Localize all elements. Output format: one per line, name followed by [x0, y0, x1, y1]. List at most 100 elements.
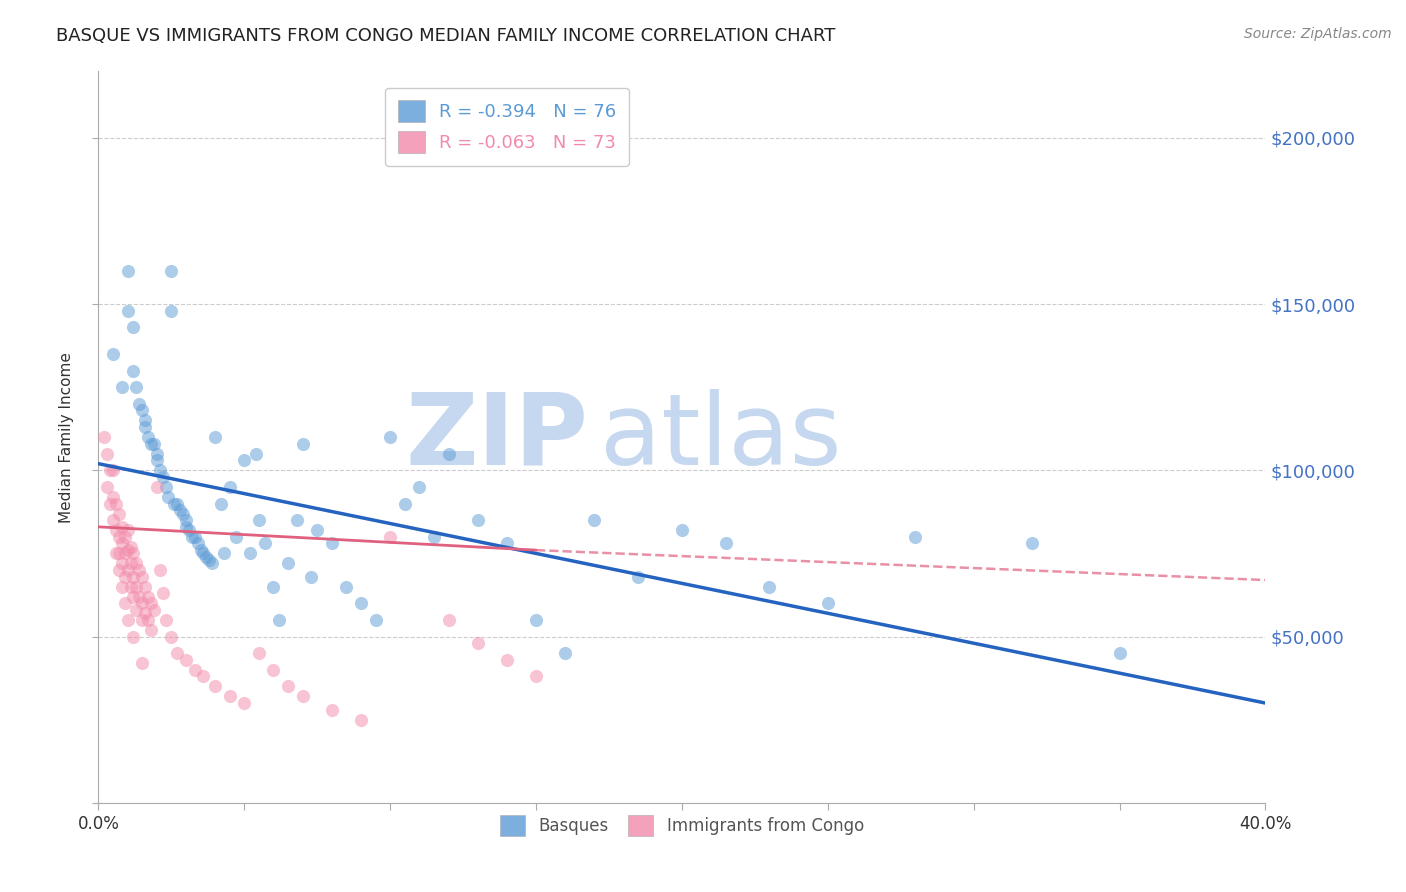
- Point: [122, 320, 145, 334]
- Point: [163, 497, 186, 511]
- Point: [104, 523, 127, 537]
- Point: [350, 596, 373, 610]
- Point: [152, 586, 174, 600]
- Point: [136, 590, 159, 604]
- Point: [904, 530, 927, 544]
- Point: [423, 530, 446, 544]
- Point: [125, 580, 148, 594]
- Point: [1021, 536, 1043, 550]
- Point: [212, 546, 235, 560]
- Point: [583, 513, 606, 527]
- Point: [146, 447, 169, 461]
- Point: [467, 513, 489, 527]
- Point: [142, 436, 165, 450]
- Point: [128, 397, 150, 411]
- Point: [277, 680, 299, 694]
- Point: [125, 557, 148, 571]
- Point: [131, 656, 153, 670]
- Point: [117, 613, 139, 627]
- Point: [117, 563, 139, 577]
- Point: [111, 380, 134, 394]
- Y-axis label: Median Family Income: Median Family Income: [59, 351, 75, 523]
- Point: [101, 347, 124, 361]
- Point: [269, 613, 291, 627]
- Point: [218, 690, 240, 704]
- Point: [114, 596, 136, 610]
- Point: [671, 523, 693, 537]
- Point: [149, 563, 172, 577]
- Legend: Basques, Immigrants from Congo: Basques, Immigrants from Congo: [489, 805, 875, 846]
- Point: [299, 570, 322, 584]
- Point: [190, 543, 212, 558]
- Point: [758, 580, 780, 594]
- Point: [139, 596, 162, 610]
- Point: [155, 480, 177, 494]
- Point: [146, 453, 169, 467]
- Point: [394, 497, 416, 511]
- Point: [134, 580, 156, 594]
- Point: [169, 503, 191, 517]
- Point: [437, 447, 460, 461]
- Point: [201, 557, 224, 571]
- Point: [291, 690, 314, 704]
- Point: [120, 557, 142, 571]
- Point: [160, 264, 183, 278]
- Point: [122, 590, 145, 604]
- Point: [114, 570, 136, 584]
- Point: [204, 430, 226, 444]
- Point: [225, 530, 247, 544]
- Point: [321, 703, 343, 717]
- Point: [139, 436, 162, 450]
- Point: [174, 513, 197, 527]
- Point: [108, 563, 131, 577]
- Text: ZIP: ZIP: [406, 389, 589, 485]
- Point: [98, 463, 121, 477]
- Point: [262, 663, 284, 677]
- Point: [187, 536, 209, 550]
- Point: [128, 563, 150, 577]
- Point: [285, 513, 308, 527]
- Point: [117, 543, 139, 558]
- Point: [193, 669, 215, 683]
- Text: BASQUE VS IMMIGRANTS FROM CONGO MEDIAN FAMILY INCOME CORRELATION CHART: BASQUE VS IMMIGRANTS FROM CONGO MEDIAN F…: [56, 27, 835, 45]
- Point: [204, 680, 226, 694]
- Point: [174, 520, 197, 534]
- Point: [136, 430, 159, 444]
- Text: atlas: atlas: [600, 389, 842, 485]
- Point: [321, 536, 343, 550]
- Point: [524, 669, 547, 683]
- Point: [380, 430, 402, 444]
- Point: [125, 380, 148, 394]
- Point: [253, 536, 276, 550]
- Point: [307, 523, 329, 537]
- Point: [152, 470, 174, 484]
- Point: [155, 613, 177, 627]
- Point: [114, 546, 136, 560]
- Point: [111, 520, 134, 534]
- Point: [335, 580, 357, 594]
- Point: [101, 490, 124, 504]
- Point: [101, 513, 124, 527]
- Point: [104, 546, 127, 560]
- Point: [627, 570, 650, 584]
- Point: [496, 653, 519, 667]
- Point: [142, 603, 165, 617]
- Point: [149, 463, 172, 477]
- Point: [174, 653, 197, 667]
- Point: [160, 303, 183, 318]
- Point: [131, 403, 153, 417]
- Point: [128, 590, 150, 604]
- Point: [239, 546, 262, 560]
- Point: [101, 463, 124, 477]
- Point: [817, 596, 839, 610]
- Point: [136, 613, 159, 627]
- Point: [108, 530, 131, 544]
- Point: [195, 549, 218, 564]
- Point: [93, 430, 115, 444]
- Point: [146, 480, 169, 494]
- Point: [262, 580, 284, 594]
- Text: Source: ZipAtlas.com: Source: ZipAtlas.com: [1244, 27, 1392, 41]
- Point: [122, 570, 145, 584]
- Point: [350, 713, 373, 727]
- Point: [117, 523, 139, 537]
